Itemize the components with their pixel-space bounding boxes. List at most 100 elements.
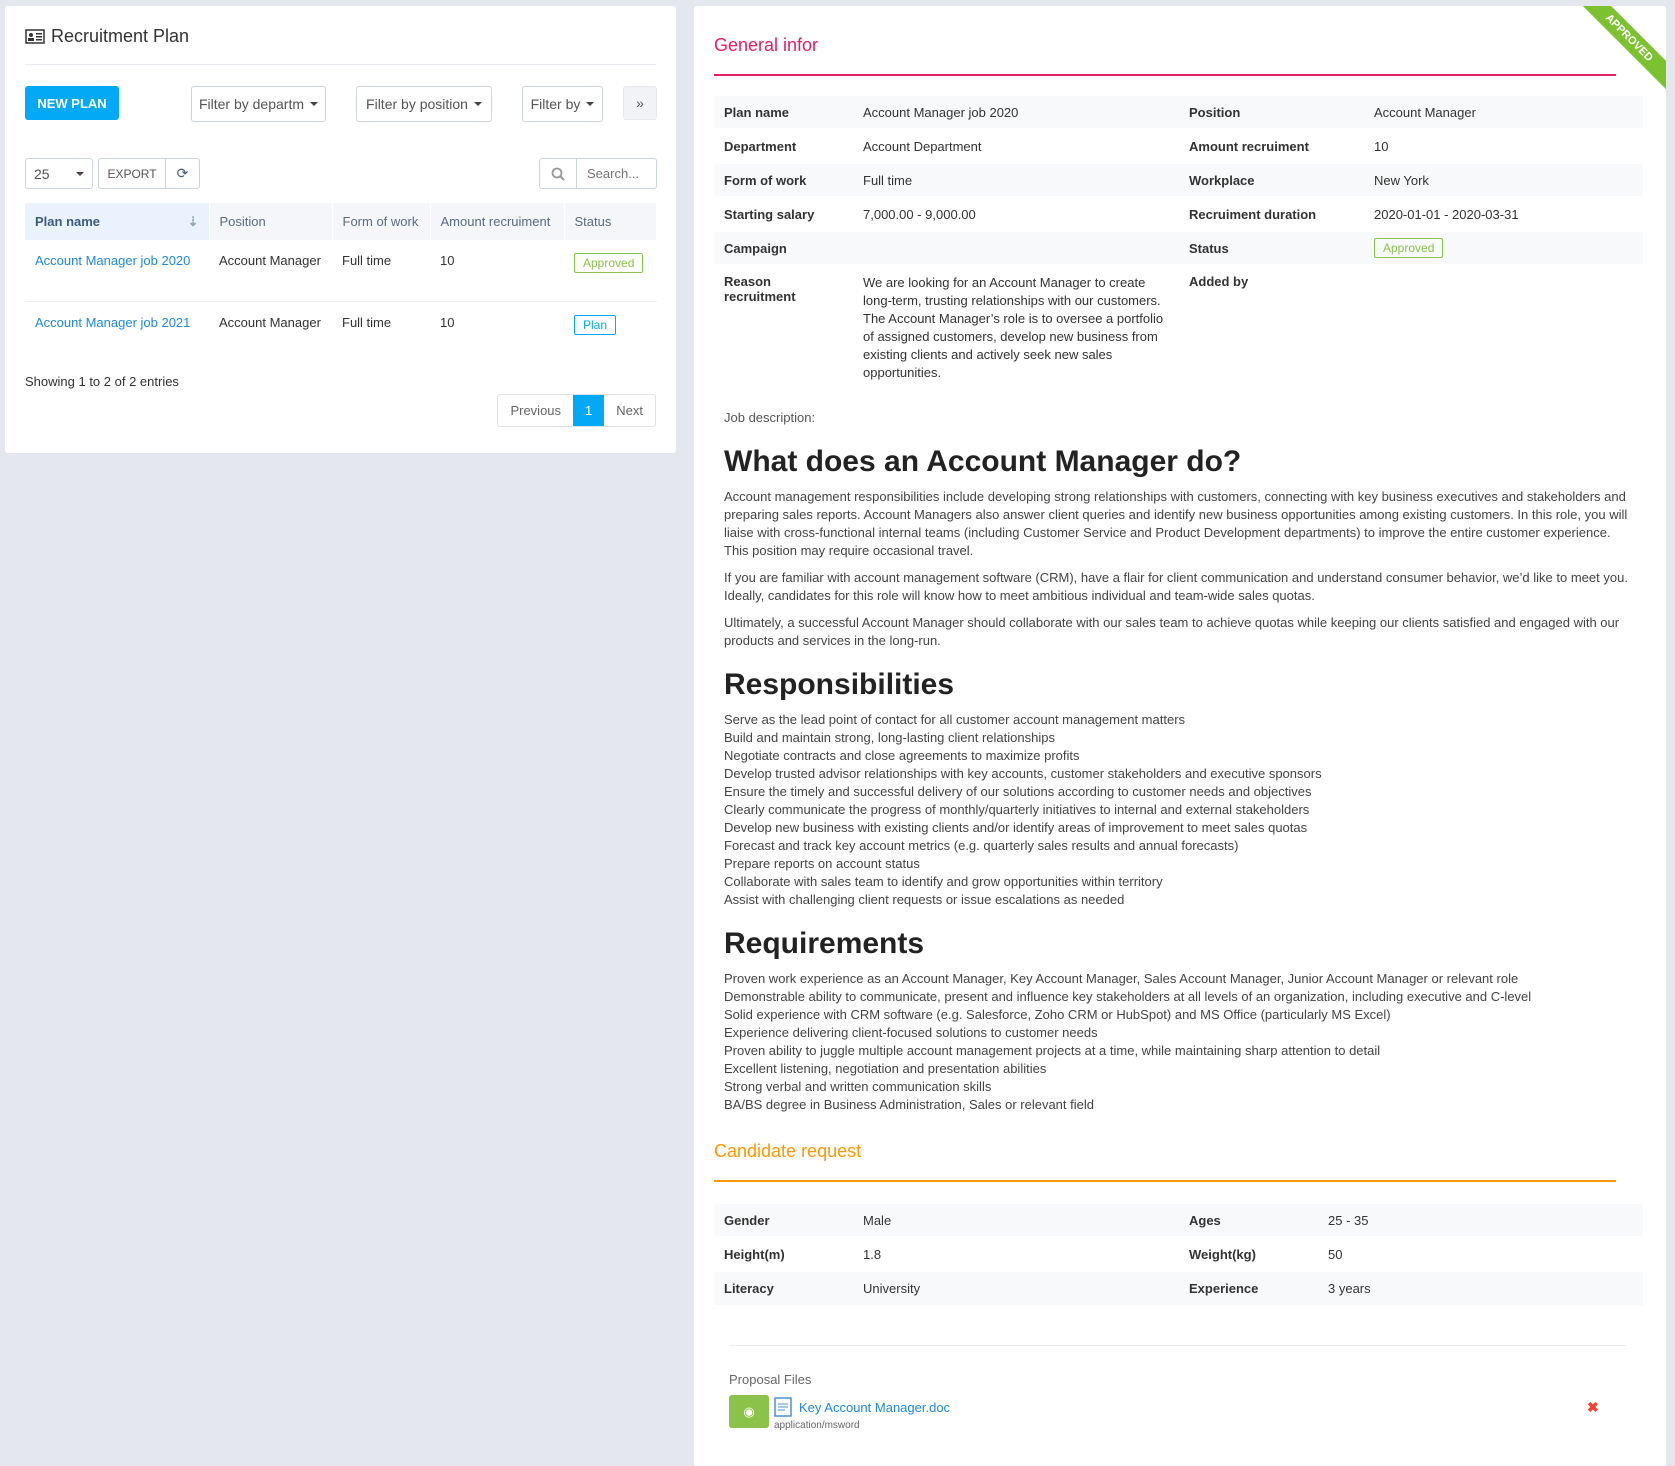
plan-detail-panel: APPROVED General infor Plan name Account … [694,6,1666,1466]
id-card-icon [25,29,45,44]
filter-label: Filter by position [366,96,468,112]
list-item: Develop trusted advisor relationships wi… [724,766,1322,781]
page-1-button[interactable]: 1 [573,395,605,426]
previous-button[interactable]: Previous [510,403,562,418]
info-row: Literacy University Experience 3 years [714,1271,1643,1305]
file-type: application/msword [774,1420,860,1431]
info-label: Campaign [714,231,853,265]
info-value: Account Manager job 2020 [853,95,1179,129]
list-item: Forecast and track key account metrics (… [724,838,1239,853]
eye-icon: ◉ [743,1403,755,1419]
info-value [1364,265,1643,400]
caret-down-icon [586,102,595,106]
paragraph: Account management responsibilities incl… [724,489,1628,558]
new-plan-button[interactable]: NEW PLAN [25,86,119,120]
divider [25,64,656,65]
info-label: Height(m) [724,1246,785,1262]
panel-title: Recruitment Plan [25,26,189,47]
search-input[interactable] [576,158,657,189]
column-header-form-of-work[interactable]: Form of work [332,203,431,240]
divider [714,74,1616,76]
sort-icon: ⇣ [187,213,199,229]
info-value: Approved [1364,231,1643,265]
info-label: Form of work [714,163,853,197]
table-row: Account Manager job 2021 Account Manager… [25,301,657,362]
info-value: We are looking for an Account Manager to… [853,265,1179,400]
filter-position-dropdown[interactable]: Filter by position [356,86,492,122]
divider [714,1180,1616,1182]
entries-info: Showing 1 to 2 of 2 entries [25,374,179,389]
list-item: Demonstrable ability to communicate, pre… [724,989,1532,1004]
info-label: Plan name [714,95,853,129]
info-value: 50 [1328,1246,1343,1262]
info-row: Gender Male Ages 25 - 35 [714,1203,1643,1237]
page-size-select[interactable]: 25 [25,158,93,189]
approved-ribbon: APPROVED [1568,6,1666,99]
info-row: Form of work Full time Workplace New York [714,163,1643,197]
heading-requirements: Requirements [724,927,925,960]
filter-department-dropdown[interactable]: Filter by departm [191,86,326,122]
list-item: Clearly communicate the progress of mont… [724,802,1310,817]
info-value: 1.8 [863,1246,882,1262]
paragraph: Ultimately, a successful Account Manager… [724,615,1620,648]
view-file-button[interactable]: ◉ [729,1395,769,1428]
plans-table: Plan name ⇣ Position Form of work Amount … [25,203,657,362]
export-button[interactable]: EXPORT [98,158,166,189]
header-label: Plan name [35,213,101,229]
file-link[interactable]: Key Account Manager.doc [799,1400,951,1415]
list-item: Ensure the timely and successful deliver… [724,784,1312,799]
job-description: Job description: What does an Account Ma… [724,409,1634,1114]
info-row: Starting salary 7,000.00 - 9,000.00 Recrui… [714,197,1643,231]
list-item: Prepare reports on account status [724,856,920,871]
list-item: Solid experience with CRM software (e.g.… [724,1007,1391,1022]
filter-label: Filter by [530,96,581,112]
info-value: Account Department [863,138,982,154]
column-header-plan-name[interactable]: Plan name ⇣ [25,203,210,240]
form-cell: Full time [342,314,392,330]
heading-responsibilities: Responsibilities [724,668,955,701]
info-value: 25 - 35 [1318,1203,1643,1237]
plan-link[interactable]: Account Manager job 2021 [35,314,191,330]
plan-link[interactable]: Account Manager job 2020 [35,253,191,268]
table-row: Account Manager job 2020 Account Manager… [25,240,657,302]
info-label: Experience [1179,1271,1318,1305]
info-label: Starting salary [724,206,815,222]
refresh-icon: ⟳ [176,165,189,181]
info-row: Reason recruitment We are looking for an … [714,265,1643,400]
general-info-table: Plan name Account Manager job 2020 Positio… [714,94,1643,400]
status-badge: Approved [574,253,644,273]
info-value: 3 years [1318,1271,1643,1305]
info-label: Recruiment duration [1189,206,1317,222]
divider [729,1345,1626,1346]
info-label: Position [1179,95,1364,129]
info-value: Full time [853,163,1179,197]
info-value: 2020-01-01 - 2020-03-31 [1374,206,1519,222]
column-header-status[interactable]: Status [564,203,657,240]
next-button[interactable]: Next [616,403,643,418]
info-label: Ages [1179,1203,1318,1237]
pagination: Previous 1 Next [497,394,656,427]
delete-file-icon[interactable]: ✖ [1587,1399,1599,1415]
table-header: Plan name ⇣ Position Form of work Amount … [25,203,657,240]
info-value: Account Manager [1364,95,1643,129]
list-item: BA/BS degree in Business Administration,… [724,1097,1094,1112]
search-button[interactable] [539,158,577,189]
proposal-files-label: Proposal Files [729,1372,812,1387]
info-row: Department Account Department Amount recru… [714,129,1643,163]
more-filters-button[interactable]: » [623,86,657,120]
candidate-request-heading: Candidate request [714,1141,862,1161]
amount-cell: 10 [430,240,564,302]
caret-down-icon [310,102,319,106]
list-item: Experience delivering client-focused sol… [724,1025,1098,1040]
refresh-button[interactable]: ⟳ [165,158,200,189]
info-value: 10 [1374,138,1389,154]
column-header-amount[interactable]: Amount recruiment [430,203,565,240]
list-item: Build and maintain strong, long-lasting … [724,730,1055,745]
info-value: New York [1364,163,1643,197]
info-label: Workplace [1179,163,1364,197]
info-value: University [853,1271,1179,1305]
info-label: Department [724,138,797,154]
filter-label: Filter by departm [198,96,305,112]
filter-by-dropdown[interactable]: Filter by [522,86,603,122]
column-header-position[interactable]: Position [209,203,333,240]
